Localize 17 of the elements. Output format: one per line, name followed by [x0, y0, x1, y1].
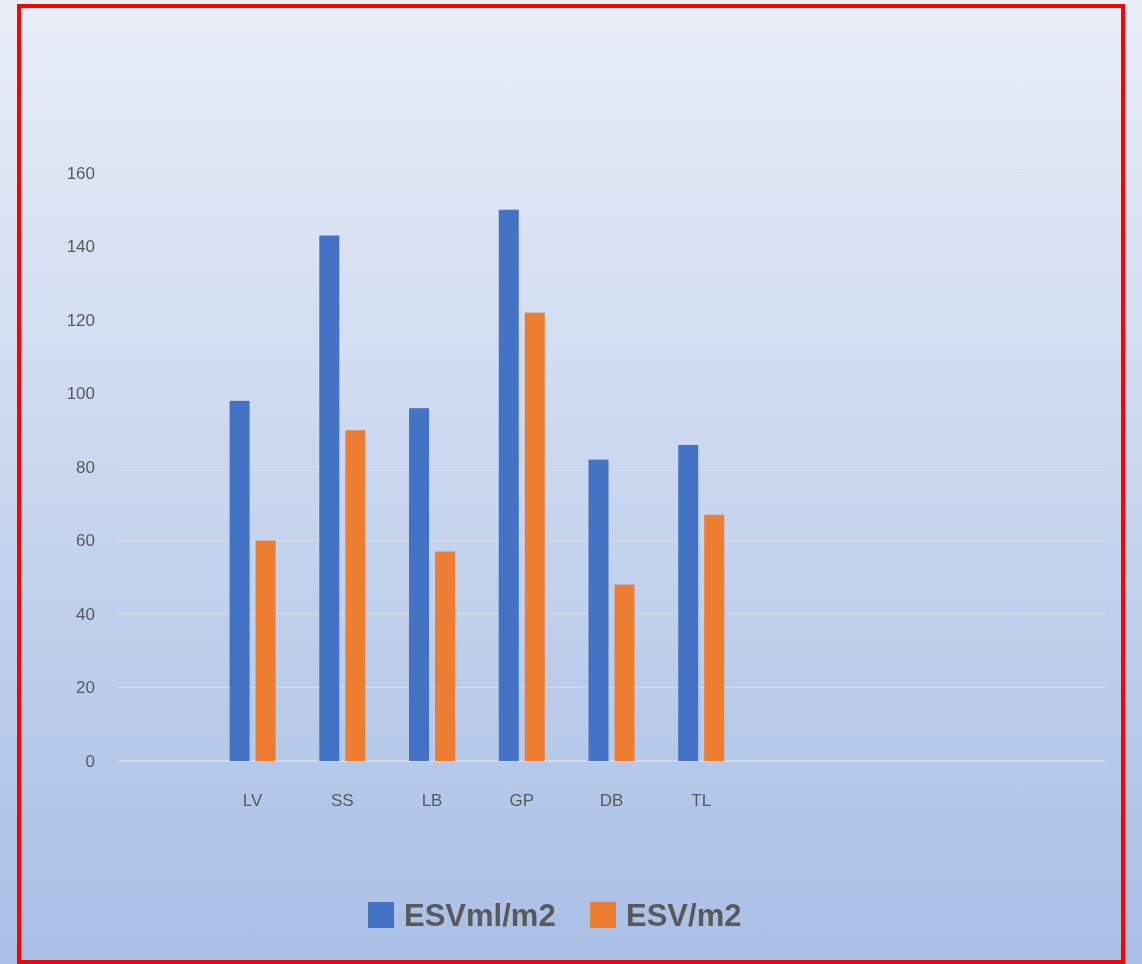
y-tick-label: 20 — [76, 678, 95, 698]
y-tick-label: 80 — [76, 457, 95, 477]
y-tick-label: 120 — [66, 310, 95, 330]
x-tick-label: GP — [509, 791, 535, 810]
legend-label: ESVml/m2 — [404, 897, 556, 933]
x-tick-label: LB — [421, 791, 443, 810]
y-tick-label: 140 — [66, 237, 95, 257]
y-tick-label: 0 — [85, 751, 95, 771]
x-tick-label: LV — [242, 791, 264, 810]
x-tick-label: SS — [330, 791, 354, 810]
y-tick-label: 40 — [76, 604, 95, 624]
y-tick-label: 160 — [66, 163, 95, 183]
legend-label: ESV/m2 — [626, 897, 742, 933]
x-tick-label: DB — [599, 791, 624, 810]
y-tick-label: 100 — [66, 384, 95, 404]
x-tick-label: TL — [691, 791, 712, 810]
y-tick-label: 60 — [76, 531, 95, 551]
